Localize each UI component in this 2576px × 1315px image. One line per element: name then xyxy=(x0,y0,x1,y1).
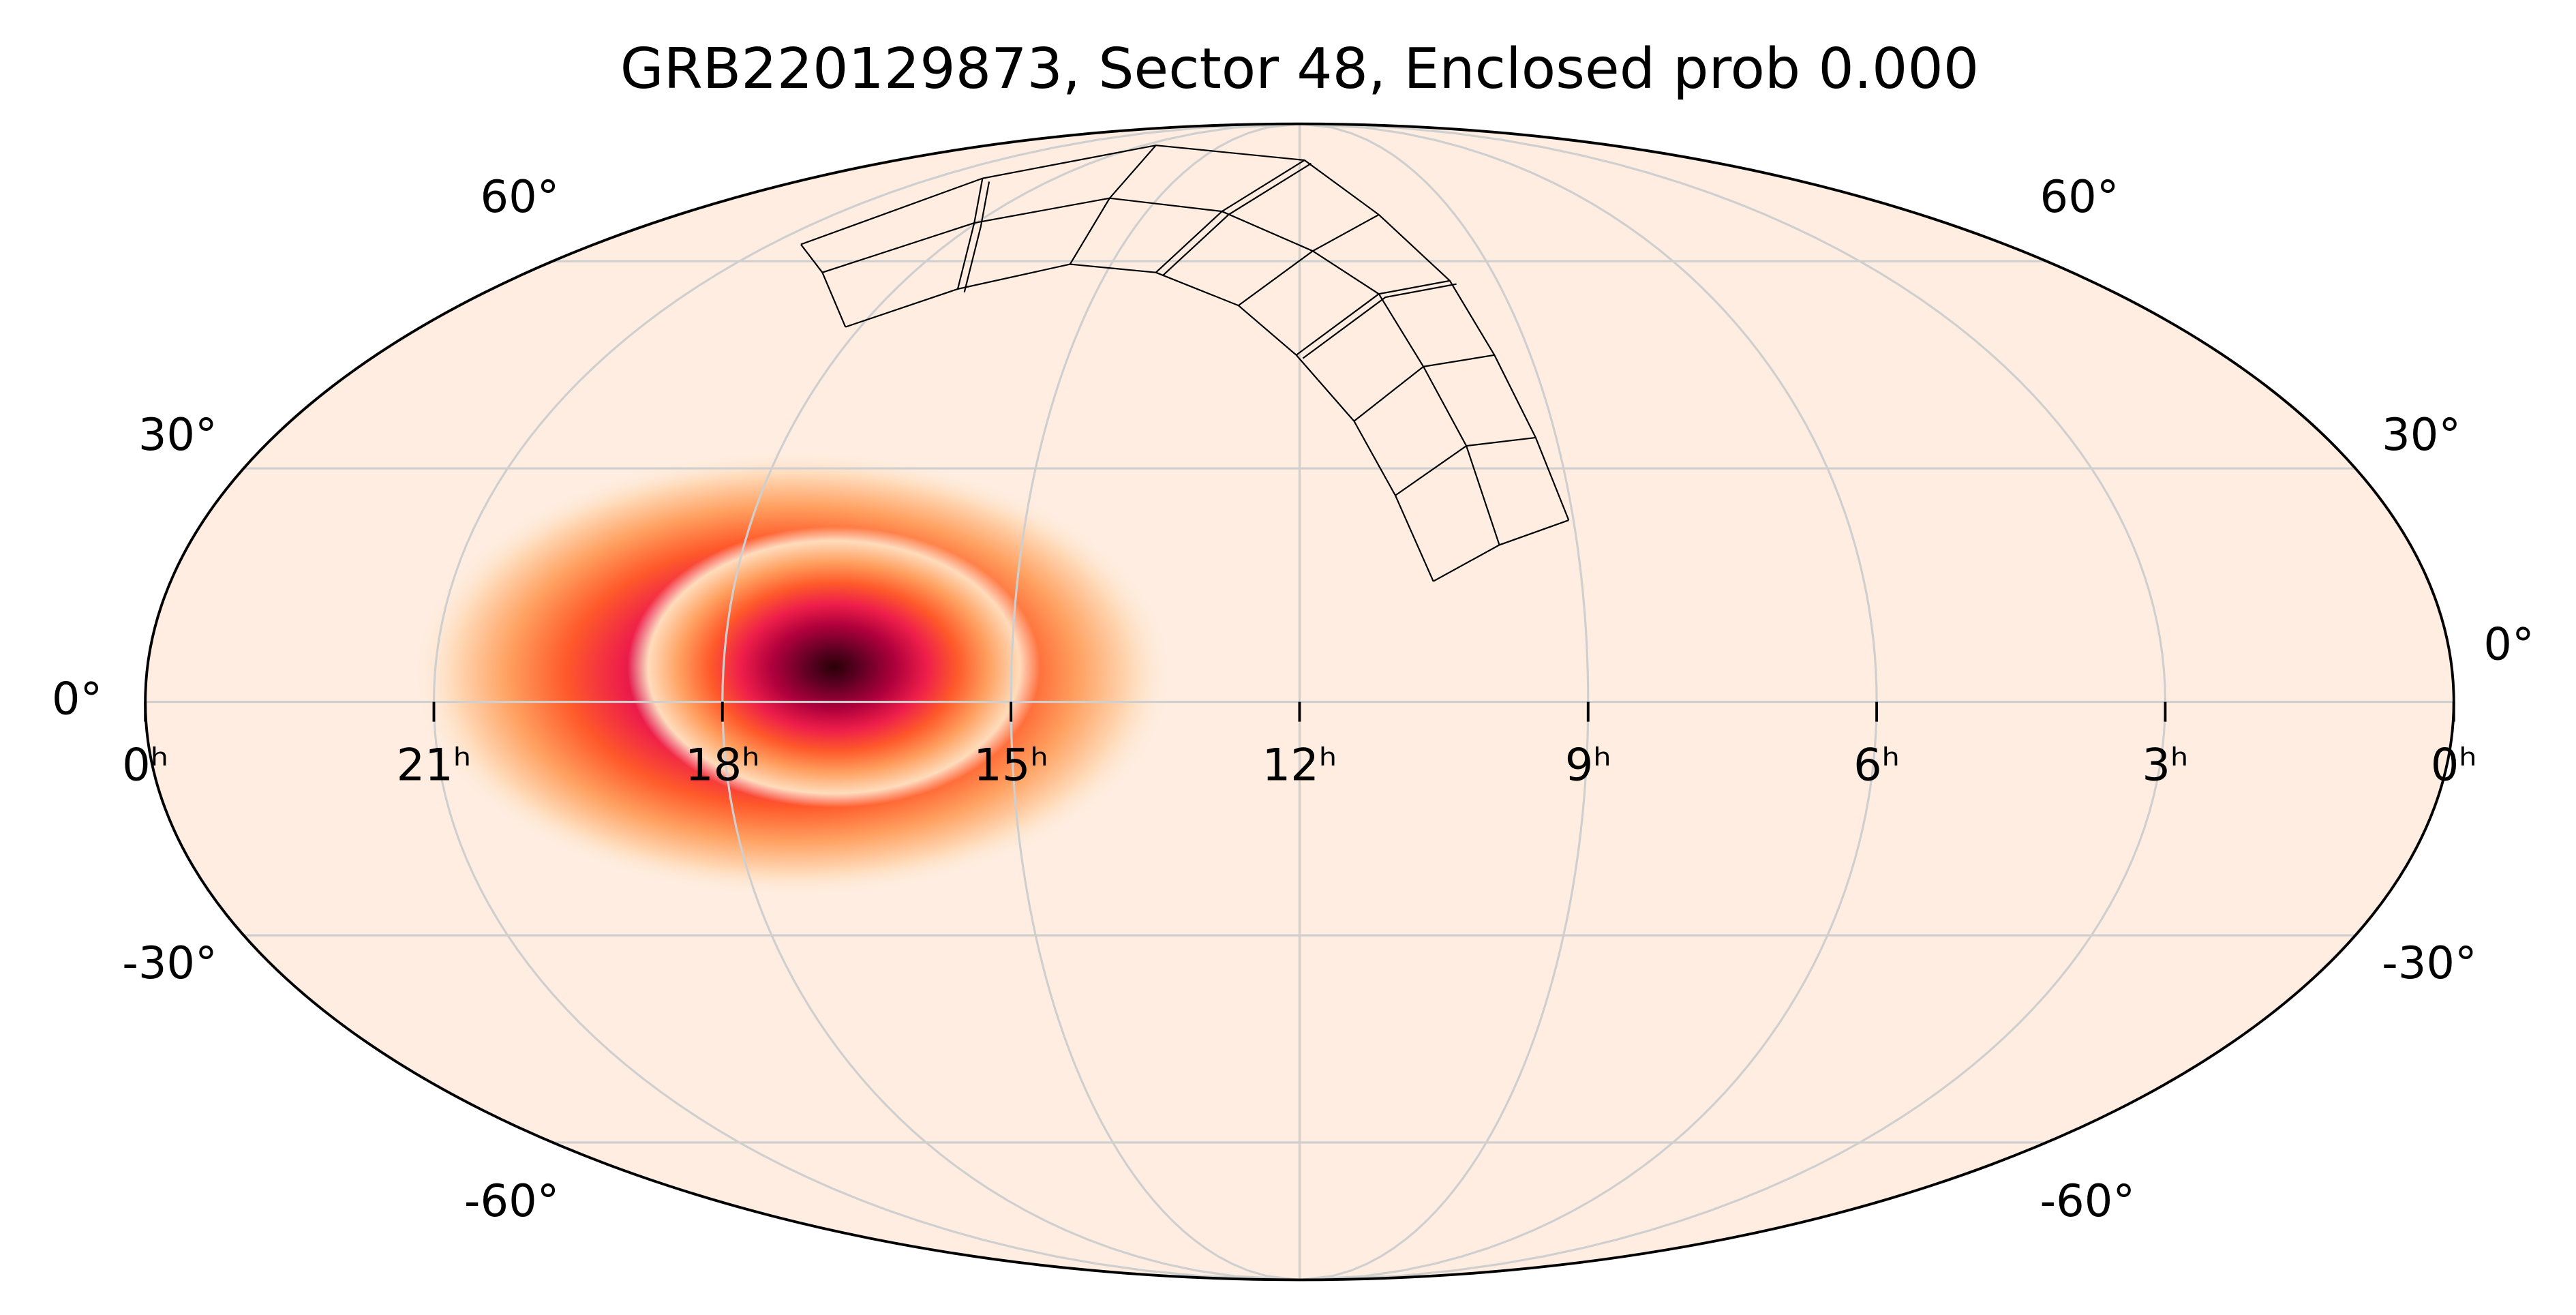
probability-map xyxy=(412,451,1172,897)
tess-footprint xyxy=(800,145,1570,582)
ccd-edge xyxy=(1302,283,1457,359)
x-tick-label: 0ʰ xyxy=(2431,740,2477,791)
y-tick-label-left: -60° xyxy=(464,1175,560,1227)
ccd-edge xyxy=(1395,436,1536,496)
y-tick-label-right: 60° xyxy=(2040,171,2119,223)
y-tick-label-right: -30° xyxy=(2382,937,2477,989)
ccd-edge xyxy=(1162,162,1312,277)
x-tick-label: 12ʰ xyxy=(1262,740,1337,791)
ccd-edge xyxy=(956,178,984,290)
ccd-edge xyxy=(963,181,990,293)
ccd-edge xyxy=(1069,145,1157,265)
y-tick-label-right: 0° xyxy=(2483,619,2534,671)
x-tick-label: 6ʰ xyxy=(1853,740,1900,791)
sky-boundary xyxy=(144,122,2455,1282)
y-tick-label-left: -30° xyxy=(122,937,217,989)
y-tick-label-left: 60° xyxy=(480,171,559,223)
ccd-edge xyxy=(1155,160,1305,273)
y-tick-label-left: 30° xyxy=(138,409,217,461)
ccd-edge xyxy=(1295,279,1451,356)
ccd-edge xyxy=(800,243,847,328)
x-tick-label: 0ʰ xyxy=(122,740,168,791)
ccd-edge xyxy=(1238,213,1380,307)
chart-title: GRB220129873, Sector 48, Enclosed prob 0… xyxy=(620,37,1979,102)
y-tick-label-left: 0° xyxy=(52,674,102,725)
x-tick-label: 9ʰ xyxy=(1565,740,1611,791)
labels: 0ʰ 21ʰ 18ʰ 15ʰ 12ʰ 9ʰ 6ʰ 3ʰ 0ʰ -60° -60° -30° -30° 0°… xyxy=(52,171,2534,1227)
probability-core xyxy=(627,526,1041,808)
y-tick-label-right: 30° xyxy=(2382,409,2461,461)
x-tick-label: 15ʰ xyxy=(973,740,1048,791)
ccd-edge xyxy=(1433,519,1569,582)
x-tick-label: 18ʰ xyxy=(685,740,760,791)
x-tick-label: 3ʰ xyxy=(2142,740,2188,791)
y-tick-label-right: -60° xyxy=(2040,1175,2136,1227)
x-tick-label: 21ʰ xyxy=(397,740,472,791)
ccd-edge xyxy=(1353,354,1495,422)
